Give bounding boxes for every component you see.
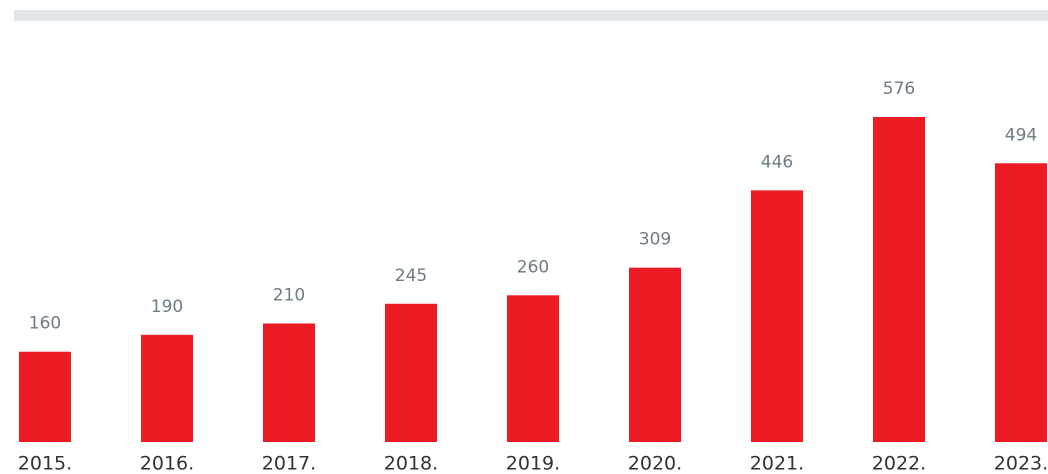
value-label: 494 bbox=[1005, 125, 1037, 145]
value-label: 245 bbox=[395, 266, 427, 286]
x-tick-label: 2021. bbox=[750, 453, 804, 474]
value-label: 160 bbox=[29, 314, 61, 334]
bar bbox=[995, 163, 1047, 442]
x-tick-label: 2015. bbox=[18, 453, 72, 474]
bar bbox=[385, 303, 437, 442]
bar bbox=[141, 334, 193, 442]
value-label: 309 bbox=[639, 230, 671, 250]
value-label: 190 bbox=[151, 297, 183, 317]
value-label: 260 bbox=[517, 257, 549, 277]
bar bbox=[507, 295, 559, 442]
x-tick-label: 2016. bbox=[140, 453, 194, 474]
header-strip bbox=[14, 10, 1048, 21]
x-tick-label: 2018. bbox=[384, 453, 438, 474]
bar bbox=[751, 190, 803, 442]
bar bbox=[873, 117, 925, 442]
value-label: 446 bbox=[761, 152, 793, 172]
value-label: 210 bbox=[273, 286, 305, 306]
x-tick-label: 2017. bbox=[262, 453, 316, 474]
x-tick-label: 2023. bbox=[994, 453, 1048, 474]
bar bbox=[263, 323, 315, 442]
value-label: 576 bbox=[883, 79, 915, 99]
x-tick-label: 2020. bbox=[628, 453, 682, 474]
x-tick-label: 2019. bbox=[506, 453, 560, 474]
bar bbox=[19, 351, 71, 442]
bar bbox=[629, 267, 681, 442]
x-tick-label: 2022. bbox=[872, 453, 926, 474]
